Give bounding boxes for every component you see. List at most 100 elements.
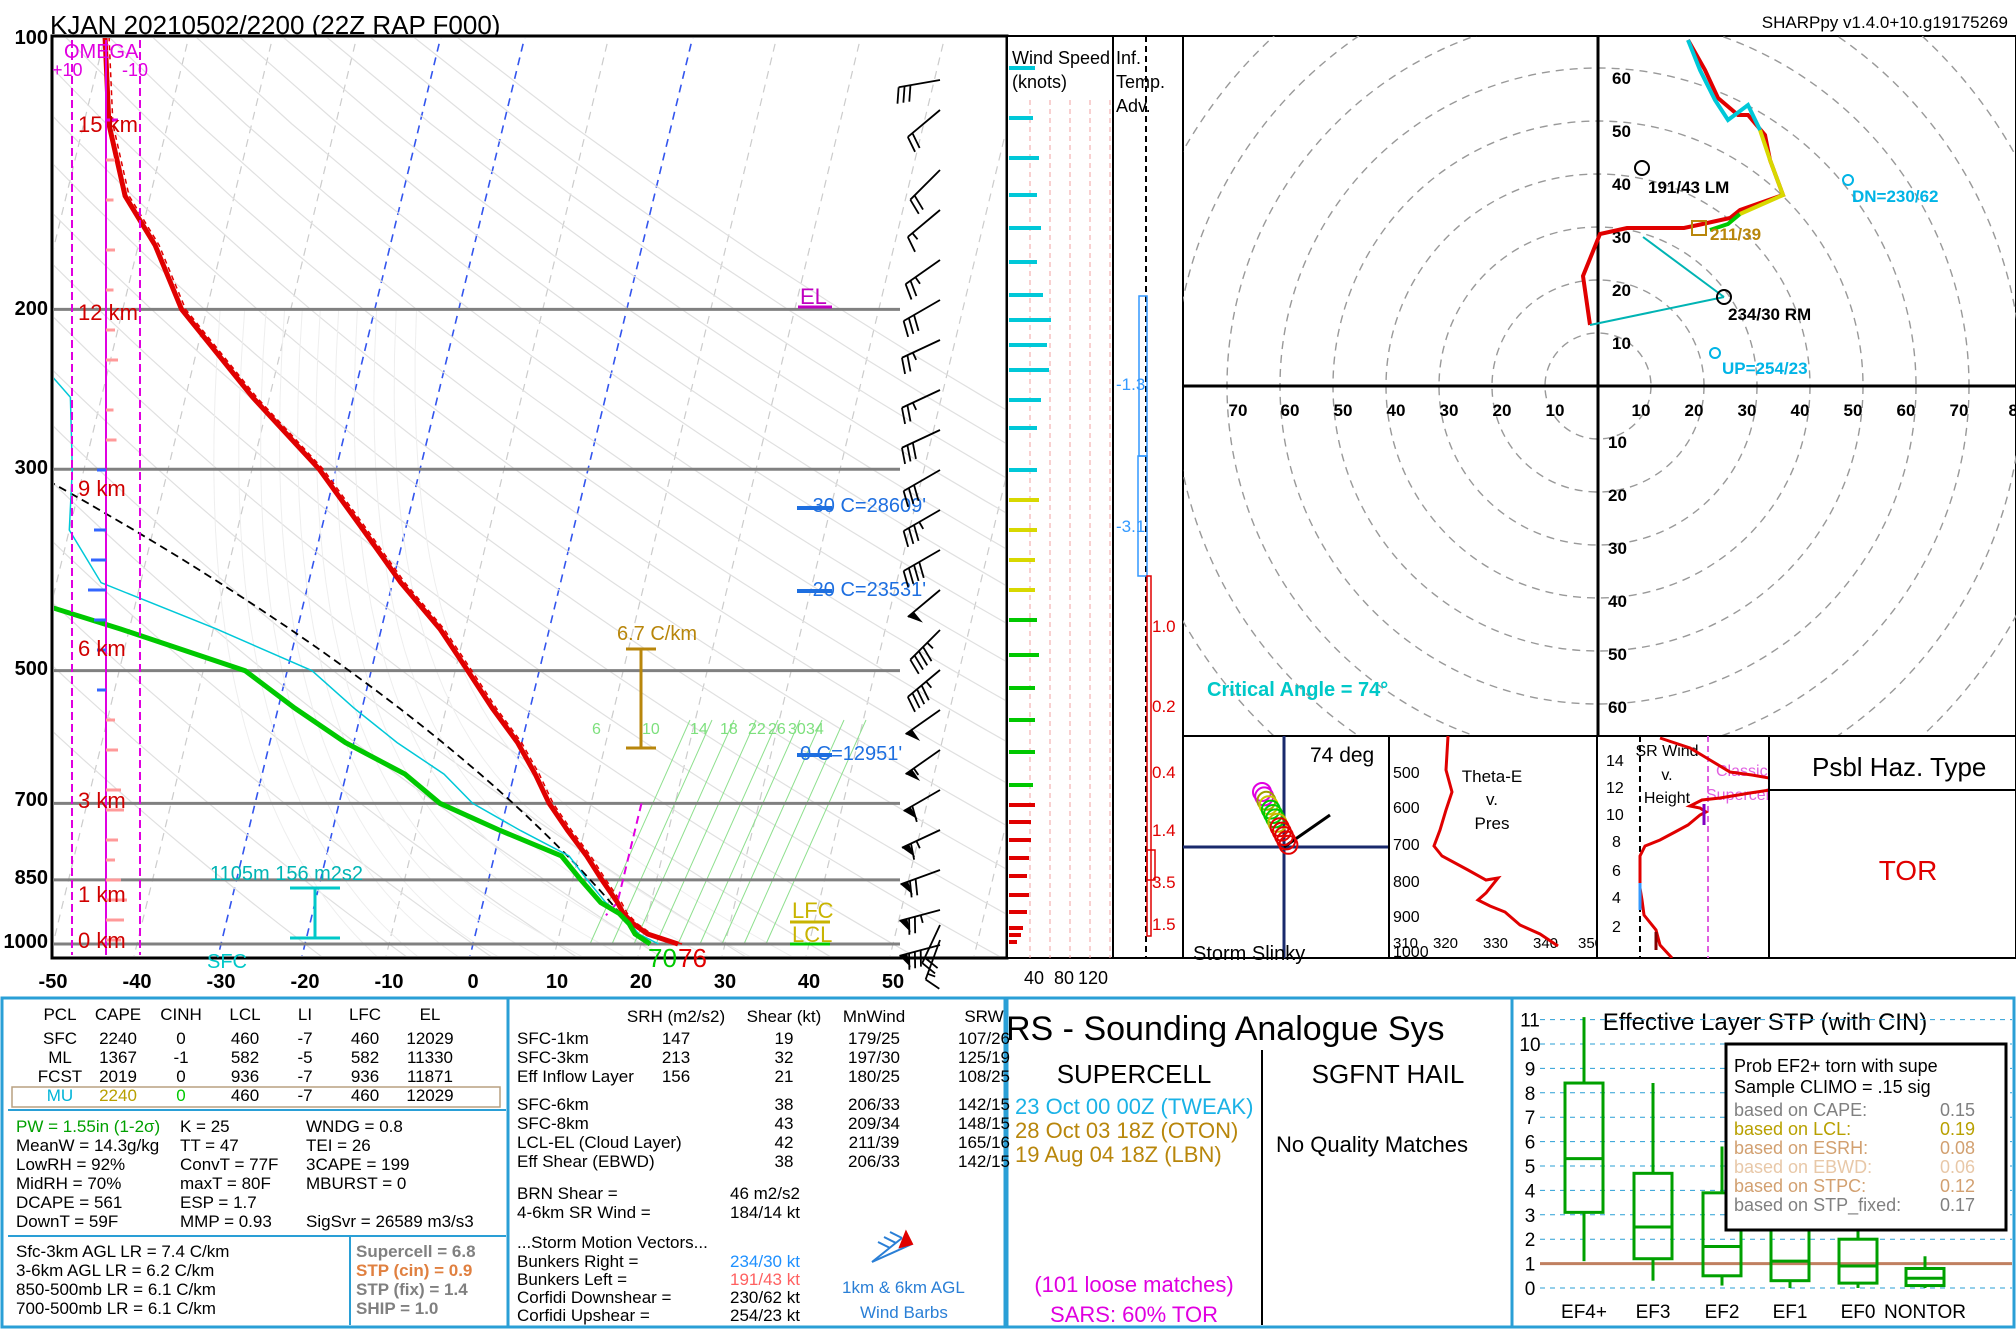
kinematics-cell: 206/33 — [848, 1095, 900, 1114]
wind-barb — [904, 259, 941, 300]
stp-y-label: 7 — [1525, 1108, 1536, 1129]
parcel-table-header: EL — [420, 1005, 441, 1024]
temp-tick: 20 — [630, 971, 652, 993]
barb-legend-icon — [871, 1229, 914, 1263]
isotherm — [721, 38, 946, 956]
theta-e-title: Pres — [1475, 814, 1510, 833]
kinematics-cell: 42 — [775, 1133, 794, 1152]
stp-prob-value: 0.06 — [1940, 1157, 1975, 1177]
stp-title: Effective Layer STP (with CIN) — [1603, 1009, 1928, 1036]
wind-barb — [899, 944, 941, 970]
storm-slinky-panel: 74 deg Storm Slinky — [1182, 735, 1390, 965]
parcel-table-cell: 936 — [351, 1067, 379, 1086]
mixing-ratio-line — [699, 719, 801, 945]
kinematics-cell: Eff Inflow Layer — [517, 1067, 634, 1086]
kinematics-cell: 147 — [662, 1029, 690, 1048]
warm-advection-bar — [1146, 849, 1156, 881]
stp-box — [1904, 1256, 1946, 1288]
omega-tick-minus: -10 — [122, 60, 148, 80]
lcl-label: LCL — [792, 922, 832, 947]
temp-advection-panel: Inf. Temp. Adv. -1.3 -3.1 1.0 0.2 0.4 1.… — [1112, 35, 1184, 959]
index-value: MBURST = 0 — [306, 1174, 406, 1193]
kinematics-header: MnWind — [843, 1007, 905, 1026]
temp-adv-subtitle: Temp. — [1116, 72, 1165, 92]
stp-prob-value: 0.12 — [1940, 1176, 1975, 1196]
dry-adiabat — [54, 69, 1005, 783]
stp-box — [1632, 1083, 1674, 1281]
wind-speed-tick: 120 — [1078, 968, 1108, 988]
wind-barb — [901, 339, 941, 375]
pwat-axis-labels: 6 10 14 18 22 26 30 34 — [592, 721, 824, 738]
height-label: 1 km — [78, 882, 126, 907]
hodograph-x-label: 30 — [1738, 401, 1757, 420]
wind-barb — [901, 389, 941, 425]
surface-temperature: 76 — [678, 943, 707, 973]
kinematics-cell: 21 — [775, 1067, 794, 1086]
kinematics-extra: BRN Shear = 46 m2/s2 4-6km SR Wind = 184… — [517, 1184, 800, 1252]
height-labels: 15 km 12 km 9 km 6 km 3 km 1 km 0 km — [78, 112, 138, 953]
wind-barb — [901, 829, 941, 860]
parcel-table-cell: 460 — [351, 1086, 379, 1105]
parcel-table-cell: -7 — [297, 1086, 312, 1105]
omega-tick-plus: +10 — [52, 60, 83, 80]
hodograph-x-label: 40 — [1387, 401, 1406, 420]
sfc-label: SFC — [207, 951, 247, 973]
temp-tick: -30 — [207, 971, 236, 993]
kinematics-cell: 206/33 — [848, 1152, 900, 1171]
dry-adiabat — [109, 38, 1005, 701]
hodograph-x-label: 20 — [1493, 401, 1512, 420]
temp-tick: 10 — [546, 971, 568, 993]
mean-wind-marker — [1691, 220, 1707, 236]
height-label: 12 km — [78, 300, 138, 325]
hodograph-x-label: 80 — [2009, 401, 2016, 420]
skewt-grid — [54, 38, 1005, 956]
hodograph-x-label: 60 — [1281, 401, 1300, 420]
wind-barb — [907, 209, 941, 253]
parcel-table-header: LFC — [349, 1005, 381, 1024]
mixing-ratio-line — [655, 719, 757, 945]
index-value: LowRH = 92% — [16, 1155, 125, 1174]
temp-adv-value: -3.1 — [1116, 517, 1145, 536]
moist-adiabat — [260, 309, 459, 956]
slinky-angle: 74 deg — [1310, 744, 1374, 767]
temp-tick: -50 — [39, 971, 68, 993]
dry-adiabat — [239, 38, 1005, 586]
dry-adiabat — [54, 731, 322, 956]
dry-adiabat — [152, 38, 1005, 662]
kinematics-cell: 211/39 — [849, 1133, 900, 1152]
sars-loose-matches: (101 loose matches) — [1034, 1272, 1233, 1297]
wind-barb — [902, 509, 941, 548]
stp-probability-box — [1724, 1042, 2008, 1232]
dry-adiabat — [54, 483, 661, 956]
theta-e-y-label: 900 — [1393, 909, 1420, 926]
wind-barb — [907, 589, 941, 623]
lapse-rate-value: 850-500mb LR = 6.1 C/km — [16, 1280, 216, 1299]
sars-matches: 23 Oct 00 00Z (TWEAK)28 Oct 03 18Z (OTON… — [1015, 1094, 1253, 1167]
parcel-table-cell: 2240 — [99, 1086, 137, 1105]
upshear-label: UP=254/23 — [1722, 359, 1808, 378]
height-label: 9 km — [78, 476, 126, 501]
stp-category-label: EF3 — [1636, 1302, 1671, 1323]
isotherm — [553, 38, 778, 956]
sars-match: 23 Oct 00 00Z (TWEAK) — [1015, 1094, 1253, 1119]
stp-panel-border — [1510, 996, 2016, 1329]
temp-adv-value: 0.2 — [1152, 697, 1176, 716]
isotherm — [889, 479, 1005, 956]
theta-e-panel: Theta-E v. Pres 500 600 700 800 900 1000… — [1388, 735, 1603, 961]
hodograph-radial-label: 50 — [1612, 122, 1631, 141]
freezing-label: -30 C=28609' — [806, 495, 926, 517]
freezing-label: 0 C=12951' — [800, 743, 902, 765]
mixing-ratio-line — [765, 719, 867, 945]
stp-prob-label: based on STP_fixed: — [1734, 1195, 1901, 1216]
moist-adiabat — [238, 309, 418, 956]
temp-adv-value: 1.5 — [1152, 915, 1176, 934]
index-value: TEI = 26 — [306, 1136, 371, 1155]
temp-tick: 40 — [798, 971, 820, 993]
skewt-traces — [54, 38, 683, 947]
kinematics-cell: 43 — [775, 1114, 794, 1133]
index-value: PW = 1.55in (1-2σ) — [16, 1117, 160, 1136]
theta-e-y-label: 600 — [1393, 800, 1420, 817]
stp-category-label: EF2 — [1705, 1302, 1740, 1323]
storm-vectors: Bunkers Right = 234/30 kt Bunkers Left = 19… — [517, 1252, 800, 1325]
stp-y-label: 4 — [1525, 1181, 1536, 1202]
